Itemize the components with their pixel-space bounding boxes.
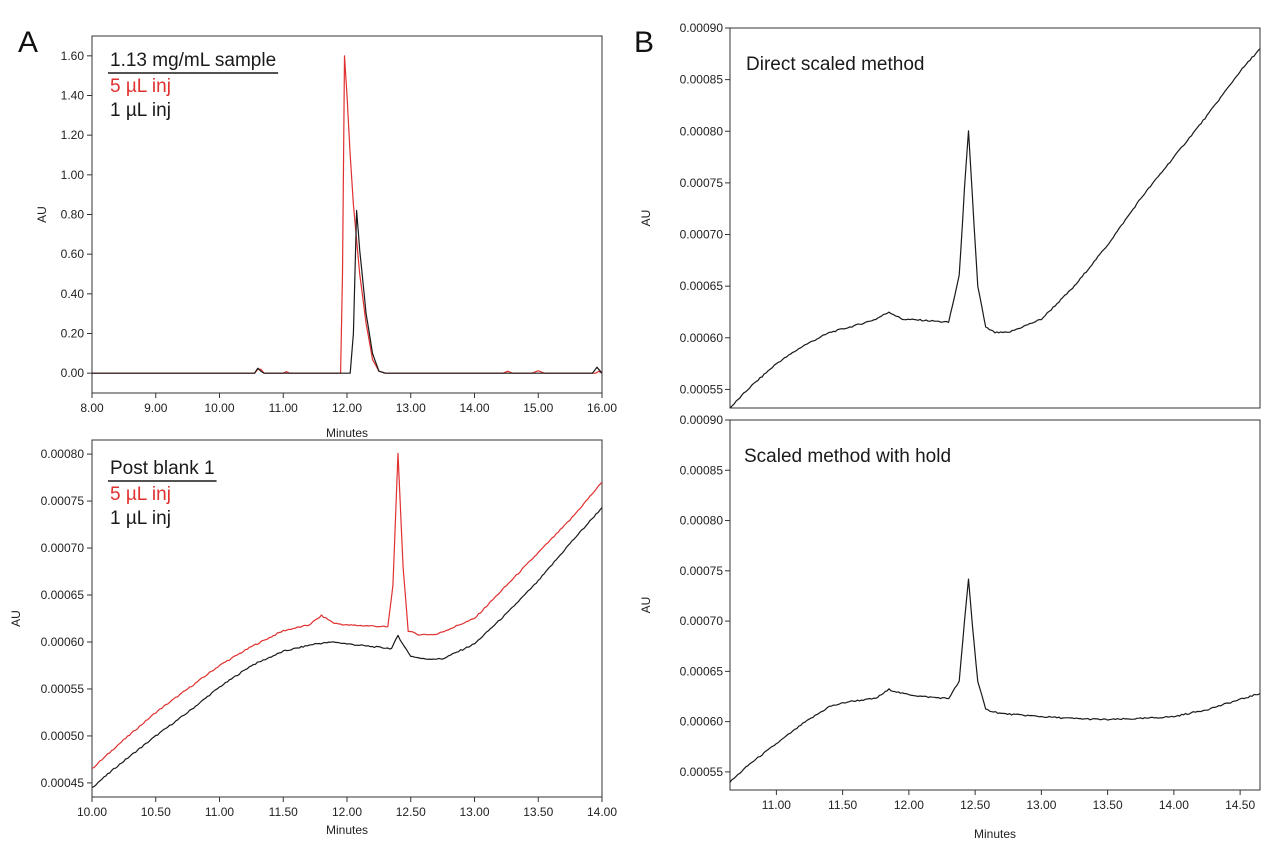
chart-b-bottom-x-tick-label: 11.50 (828, 798, 857, 812)
chart-a-top-x-tick-label: 9.00 (144, 401, 168, 415)
chart-a-bottom-x-tick-label: 11.00 (205, 805, 234, 819)
chart-a-top-y-tick-label: 0.60 (61, 247, 85, 261)
chart-a-top-x-tick-label: 16.00 (587, 401, 617, 415)
chart-a-top: 0.00 0.20 0.40 0.60 0.80 1.00 1.20 1.40 1.60 8.00… (35, 35, 617, 440)
chart-a-top-y-tick-label: 0.00 (61, 366, 85, 380)
chart-b-bottom-x-tick-label: 13.00 (1026, 798, 1056, 812)
chart-a-top-legend-heading: 1.13 mg/mL sample (110, 50, 276, 71)
chart-a-bottom-y-tick-label: 0.00050 (41, 729, 85, 743)
chart-b-bottom-x-tick-label: 11.00 (762, 798, 791, 812)
chart-b-top-y-tick-label: 0.00080 (680, 124, 724, 138)
chart-a-bottom-x-tick-label: 12.00 (332, 805, 362, 819)
chart-b-bottom-x-tick-label: 12.00 (894, 798, 924, 812)
chart-a-bottom: 0.00045 0.00050 0.00055 0.00060 0.00065 0.000… (9, 439, 617, 837)
chart-b-top-frame (729, 27, 1261, 409)
chart-b-top-y-tick-label: 0.00075 (680, 176, 724, 190)
chart-a-top-y-tick-label: 1.20 (61, 128, 85, 142)
chart-a-bottom-x-tick-label: 11.50 (269, 805, 298, 819)
chart-a-bottom-series-1-l-inj (92, 507, 602, 788)
chart-b-bottom-y-tick-label: 0.00090 (680, 413, 724, 427)
chart-a-top-y-tick-label: 0.20 (61, 327, 85, 341)
chart-b-top-y-tick-label: 0.00060 (680, 331, 724, 345)
chart-a-top-x-tick-label: 11.00 (269, 401, 298, 415)
chart-b-top-y-tick-label: 0.00085 (680, 73, 724, 87)
chart-a-top-y-tick-label: 1.60 (61, 49, 85, 63)
chart-b-bottom-x-tick-label: 14.00 (1159, 798, 1189, 812)
chart-a-top-x-tick-label: 14.00 (459, 401, 489, 415)
chart-b-bottom-x-tick-label: 13.50 (1093, 798, 1123, 812)
chart-b-top-y-tick-label: 0.00055 (680, 382, 724, 396)
chart-b-top-series-trace (730, 48, 1260, 408)
chart-b-top-y-tick-label: 0.00065 (680, 279, 724, 293)
chart-a-bottom-y-tick-label: 0.00065 (41, 588, 85, 602)
chart-a-top-x-tick-label: 12.00 (332, 401, 362, 415)
chart-b-bottom-x-axis-title: Minutes (974, 827, 1016, 841)
chart-a-bottom-y-tick-label: 0.00045 (41, 776, 85, 790)
chart-b-top: 0.00055 0.00060 0.00065 0.00070 0.00075 0.000… (639, 21, 1261, 409)
chart-a-bottom-x-tick-label: 10.00 (77, 805, 107, 819)
chart-a-top-x-tick-label: 8.00 (80, 401, 104, 415)
chart-a-top-y-tick-label: 1.00 (61, 168, 85, 182)
panel-letter-a: A (18, 26, 38, 59)
chart-a-top-series-1-l-inj (92, 209, 602, 374)
chart-b-bottom-y-tick-label: 0.00085 (680, 463, 724, 477)
chart-b-bottom-y-tick-label: 0.00055 (680, 765, 724, 779)
chart-b-bottom-y-tick-label: 0.00065 (680, 664, 724, 678)
chart-a-top-legend-entry: 5 µL inj (110, 76, 171, 97)
chart-a-top-x-tick-label: 15.00 (523, 401, 553, 415)
chart-a-bottom-x-tick-label: 13.00 (459, 805, 489, 819)
chart-b-top-y-tick-label: 0.00090 (680, 21, 724, 35)
chart-a-bottom-x-tick-label: 12.50 (396, 805, 426, 819)
chart-a-bottom-legend-heading: Post blank 1 (110, 458, 215, 479)
chart-a-bottom-y-tick-label: 0.00060 (41, 635, 85, 649)
chart-a-top-y-tick-label: 0.40 (61, 287, 85, 301)
chart-b-bottom-y-tick-label: 0.00075 (680, 564, 724, 578)
chart-a-bottom-legend-entry: 5 µL inj (110, 484, 171, 505)
chart-a-top-legend-entry: 1 µL inj (110, 100, 171, 121)
chart-a-bottom-y-tick-label: 0.00070 (41, 541, 85, 555)
chart-a-top-x-axis-title: Minutes (326, 426, 368, 440)
chart-b-top-y-tick-label: 0.00070 (680, 228, 724, 242)
chart-a-bottom-legend-entry: 1 µL inj (110, 508, 171, 529)
chart-b-bottom-y-tick-label: 0.00070 (680, 614, 724, 628)
chart-a-bottom-x-tick-label: 13.50 (523, 805, 553, 819)
chart-a-top-x-tick-label: 10.00 (204, 401, 234, 415)
chart-a-top-y-tick-label: 0.80 (61, 208, 85, 222)
chart-b-bottom-y-tick-label: 0.00080 (680, 514, 724, 528)
chart-a-bottom-y-axis-title: AU (9, 610, 23, 627)
chart-b-bottom-x-tick-label: 12.50 (960, 798, 990, 812)
chart-b-bottom-series-trace (730, 578, 1260, 783)
chart-b-top-y-axis-title: AU (639, 210, 653, 227)
chart-b-top-title: Direct scaled method (746, 54, 924, 75)
chart-b-bottom-y-tick-label: 0.00060 (680, 715, 724, 729)
chart-a-top-x-tick-label: 13.00 (396, 401, 426, 415)
chart-a-top-y-axis-title: AU (35, 206, 49, 223)
panel-letter-b: B (634, 26, 654, 59)
chart-b-bottom-frame (729, 419, 1261, 791)
chart-a-bottom-y-tick-label: 0.00080 (41, 447, 85, 461)
chart-a-bottom-x-tick-label: 10.50 (141, 805, 171, 819)
chart-a-top-y-tick-label: 1.40 (61, 89, 85, 103)
chart-b-bottom-x-tick-label: 14.50 (1225, 798, 1255, 812)
chart-a-bottom-y-tick-label: 0.00075 (41, 494, 85, 508)
chart-a-bottom-series-5-l-inj (92, 452, 602, 769)
chart-b-bottom-title: Scaled method with hold (744, 446, 951, 467)
chart-a-bottom-x-tick-label: 14.00 (587, 805, 617, 819)
chart-a-bottom-y-tick-label: 0.00055 (41, 682, 85, 696)
chart-a-bottom-x-axis-title: Minutes (326, 823, 368, 837)
chart-b-bottom: 0.00055 0.00060 0.00065 0.00070 0.00075 0.000… (639, 413, 1261, 841)
chart-b-bottom-y-axis-title: AU (639, 597, 653, 614)
